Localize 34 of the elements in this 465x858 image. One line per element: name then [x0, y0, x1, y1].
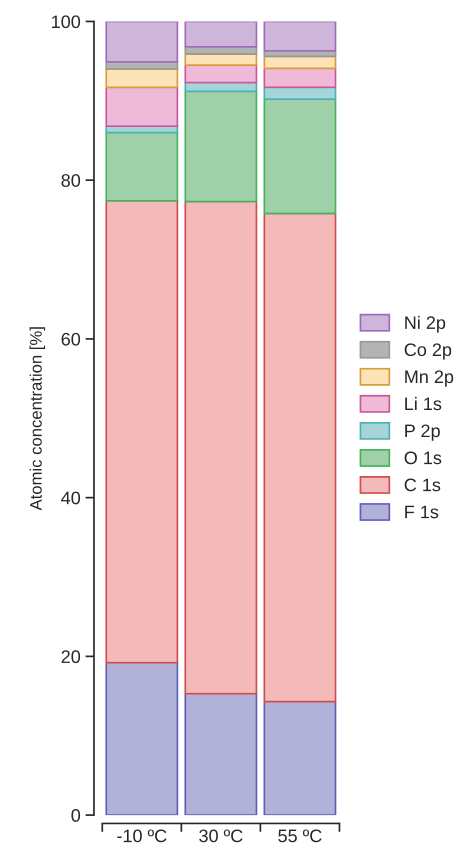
x-tick-label: -10 ºC: [117, 829, 167, 842]
bar: [184, 64, 258, 84]
y-tick-label: 0: [71, 809, 80, 822]
bar: [264, 67, 336, 88]
bar: [184, 90, 258, 202]
x-tick-label: 30 ºC: [199, 829, 243, 842]
bar: [184, 692, 258, 816]
legend-label: Li 1s: [405, 396, 442, 410]
legend-label: Mn 2p: [405, 370, 454, 387]
bar: [105, 662, 178, 816]
bar: [105, 200, 178, 664]
bar: [105, 86, 178, 128]
y-tick-label: 60: [62, 332, 80, 346]
bar: [264, 212, 336, 702]
legend-label: C 1s: [404, 478, 440, 492]
bar: [264, 98, 336, 214]
x-tick-label: 55 ºC: [278, 829, 322, 842]
legend-label: O 1s: [404, 451, 442, 464]
bar: [105, 132, 178, 202]
legend-label: P 2p: [405, 424, 440, 441]
legend-label: F 1s: [405, 506, 438, 518]
bar: [105, 68, 178, 88]
bar: [264, 21, 336, 52]
y-tick-label: 100: [52, 15, 80, 28]
legend-label: Ni 2p: [405, 316, 446, 333]
y-axis-title: Atomic concentration [%]: [30, 327, 46, 510]
y-tick-label: 20: [62, 650, 80, 664]
y-tick-label: 80: [61, 174, 80, 187]
bar: [184, 200, 258, 695]
bar: [184, 21, 258, 48]
bar: [105, 21, 178, 63]
bar: [264, 700, 336, 816]
y-tick-label: 40: [61, 492, 80, 504]
legend-label: Co 2p: [404, 343, 452, 360]
